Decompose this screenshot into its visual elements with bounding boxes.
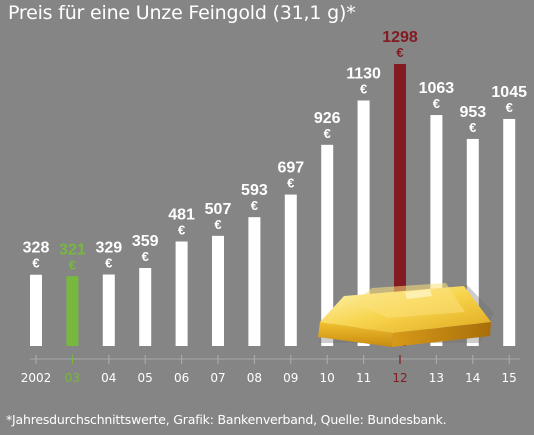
currency-label: € xyxy=(360,81,367,96)
x-tick-label: 08 xyxy=(247,371,262,385)
chart-title: Preis für eine Unze Feingold (31,1 g)* xyxy=(8,2,356,24)
x-axis: 2002 03 04 05 06 07 08 09 10 11 12 13 14 15 xyxy=(21,355,520,385)
value-label: 507 xyxy=(205,201,232,218)
currency-label: € xyxy=(433,96,440,111)
value-label: 593 xyxy=(241,182,268,199)
currency-label: € xyxy=(506,100,513,115)
bar-03 xyxy=(66,276,79,346)
bar-07 xyxy=(212,235,224,346)
currency-label: € xyxy=(251,198,258,213)
x-tick-label: 2002 xyxy=(21,371,52,385)
footnote: *Jahresdurchschnittswerte, Grafik: Banke… xyxy=(6,412,447,427)
value-label: 926 xyxy=(314,110,341,127)
value-label: 697 xyxy=(277,160,304,177)
value-label: 329 xyxy=(95,240,122,257)
currency-label: € xyxy=(287,176,294,191)
currency-label: € xyxy=(469,120,476,135)
x-tick-label: 13 xyxy=(429,371,444,385)
value-label: 1063 xyxy=(419,80,455,97)
x-tick-label: 14 xyxy=(465,371,480,385)
x-tick-label: 05 xyxy=(138,371,153,385)
x-tick-label: 10 xyxy=(320,371,335,385)
currency-label: € xyxy=(214,217,221,232)
bar-12 xyxy=(394,64,406,346)
currency-label: € xyxy=(324,126,331,141)
bar-09 xyxy=(284,194,297,346)
value-labels: 328€321€329€359€481€507€593€697€926€1130… xyxy=(23,29,527,272)
bar-08 xyxy=(248,217,261,346)
value-label: 1045 xyxy=(491,84,527,101)
bar-15 xyxy=(503,118,516,347)
x-tick-label: 04 xyxy=(101,371,116,385)
currency-label: € xyxy=(105,256,112,271)
bar-2002 xyxy=(30,274,42,346)
x-tick-label: 12 xyxy=(392,371,407,385)
x-tick-label: 03 xyxy=(65,371,80,385)
value-label: 328 xyxy=(23,240,50,257)
value-label: 953 xyxy=(459,104,486,121)
bar-10 xyxy=(321,144,334,346)
currency-label: € xyxy=(178,222,185,237)
value-label: 481 xyxy=(168,206,195,223)
x-tick-label: 11 xyxy=(356,371,371,385)
bar-06 xyxy=(175,241,188,346)
bar-11 xyxy=(357,100,370,346)
currency-label: € xyxy=(142,249,149,264)
gold-bar-icon xyxy=(318,283,494,347)
value-label: 321 xyxy=(59,241,86,258)
value-label: 359 xyxy=(132,233,159,250)
x-tick-label: 07 xyxy=(210,371,225,385)
bar-05 xyxy=(139,268,152,346)
x-tick-label: 06 xyxy=(174,371,189,385)
currency-label: € xyxy=(69,257,76,272)
value-label: 1298 xyxy=(382,29,418,46)
value-label: 1130 xyxy=(346,65,381,82)
bar-04 xyxy=(102,274,115,346)
x-tick-label: 15 xyxy=(502,371,517,385)
currency-label: € xyxy=(32,256,39,271)
x-tick-label: 09 xyxy=(283,371,298,385)
currency-label: € xyxy=(396,45,403,60)
